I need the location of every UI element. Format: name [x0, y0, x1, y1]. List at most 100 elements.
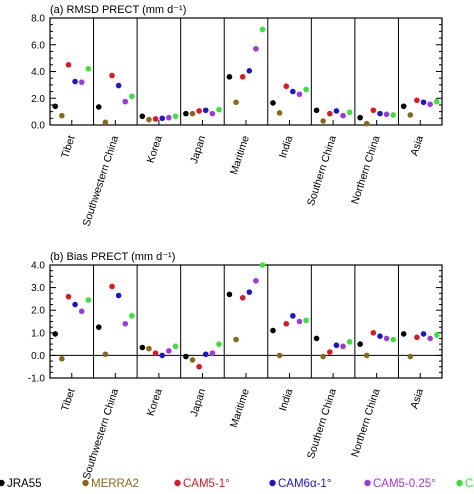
- data-point: [340, 112, 346, 119]
- data-point: [346, 109, 353, 116]
- data-point: [172, 113, 179, 120]
- x-category-label: Southwestern China: [81, 134, 122, 228]
- chart-title: (b) Bias PRECT (mm d⁻¹): [50, 251, 175, 263]
- data-point: [239, 74, 246, 80]
- data-point: [239, 294, 246, 301]
- data-point: [276, 110, 283, 116]
- data-point: [346, 339, 353, 345]
- data-point: [152, 350, 159, 356]
- x-category-label: Maritime: [228, 134, 252, 176]
- data-point: [357, 114, 363, 121]
- data-point: [78, 79, 85, 85]
- x-category-label: Asia: [408, 134, 426, 157]
- data-point: [414, 334, 420, 341]
- data-point: [357, 341, 363, 347]
- x-category-label: India: [277, 387, 295, 413]
- data-point: [78, 308, 85, 315]
- data-point: [65, 293, 72, 300]
- data-point: [246, 289, 253, 295]
- data-point: [159, 115, 165, 122]
- data-point: [433, 98, 440, 105]
- data-point: [327, 349, 333, 355]
- data-point: [159, 352, 165, 359]
- data-point: [102, 119, 109, 126]
- data-point: [85, 66, 92, 72]
- chart-title: (a) RMSD PRECT (mm d⁻¹): [50, 4, 186, 16]
- data-point: [290, 88, 296, 95]
- data-point: [95, 324, 102, 330]
- data-point: [196, 108, 202, 114]
- data-point: [400, 103, 407, 110]
- data-point: [216, 341, 222, 347]
- data-point: [59, 112, 65, 119]
- legend-label: CAM6α-1°: [278, 478, 331, 490]
- data-point: [209, 110, 216, 117]
- data-point: [139, 344, 146, 351]
- x-category-label: Northern China: [349, 134, 382, 206]
- data-point: [377, 110, 383, 117]
- data-point: [172, 343, 179, 350]
- data-point: [109, 283, 115, 290]
- data-point: [283, 83, 290, 90]
- x-category-label: India: [277, 134, 295, 160]
- data-point: [276, 352, 283, 359]
- data-point: [189, 357, 196, 363]
- data-point: [129, 313, 135, 319]
- data-point: [202, 351, 209, 358]
- data-point: [233, 336, 239, 343]
- data-point: [303, 86, 309, 93]
- data-point: [166, 114, 172, 121]
- legend-label: JRA55: [7, 478, 42, 490]
- y-tick-label: 0.0: [31, 121, 45, 132]
- legend-marker: [456, 479, 463, 487]
- data-point: [183, 110, 189, 117]
- data-point: [226, 74, 233, 80]
- plot-frame: [49, 264, 443, 379]
- x-category-label: Tibet: [59, 134, 78, 160]
- data-point: [370, 330, 377, 336]
- y-tick-label: 8.0: [31, 14, 45, 25]
- chart-panel-2: (b) Bias PRECT (mm d⁻¹) -1.0 0.0 1.0 2.0 3.0 4…: [28, 251, 443, 481]
- data-point: [303, 317, 309, 324]
- data-point: [65, 62, 72, 68]
- y-tick-label: 1.0: [31, 328, 45, 339]
- legend-marker: [364, 479, 371, 487]
- data-point: [390, 112, 397, 118]
- data-point: [52, 103, 59, 110]
- legend-label: MERRA2: [91, 478, 139, 490]
- data-point: [122, 98, 129, 105]
- data-point: [313, 107, 320, 114]
- data-point: [52, 331, 59, 337]
- data-point: [216, 106, 222, 113]
- data-point: [259, 26, 266, 33]
- data-point: [233, 99, 239, 106]
- data-point: [246, 68, 253, 74]
- data-point: [320, 118, 326, 124]
- data-point: [129, 93, 135, 100]
- x-category-label: Japan: [188, 134, 208, 165]
- data-point: [85, 297, 92, 303]
- data-point: [115, 292, 122, 299]
- x-category-label: Japan: [188, 387, 208, 418]
- data-point: [340, 343, 346, 350]
- data-point: [333, 342, 340, 349]
- data-point: [407, 353, 414, 360]
- data-point: [420, 99, 427, 106]
- data-point: [196, 363, 202, 370]
- y-tick-label: 2.0: [31, 94, 45, 105]
- plot-frame: [49, 17, 443, 126]
- x-category-label: Northern China: [349, 387, 382, 459]
- data-point: [209, 350, 216, 356]
- x-category-label: Korea: [145, 387, 165, 418]
- data-point: [296, 318, 303, 325]
- y-tick-label: 2.0: [31, 306, 45, 317]
- data-point: [400, 331, 407, 337]
- data-point: [95, 104, 102, 110]
- data-point: [253, 45, 259, 52]
- data-point: [109, 72, 115, 79]
- x-category-label: Tibet: [59, 387, 78, 413]
- data-point: [270, 327, 276, 334]
- data-point: [139, 113, 146, 120]
- legend-marker: [82, 479, 89, 487]
